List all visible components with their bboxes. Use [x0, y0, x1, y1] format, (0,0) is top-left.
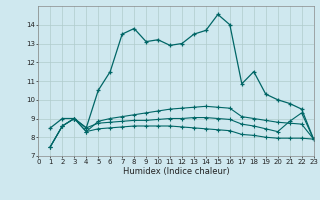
- X-axis label: Humidex (Indice chaleur): Humidex (Indice chaleur): [123, 167, 229, 176]
